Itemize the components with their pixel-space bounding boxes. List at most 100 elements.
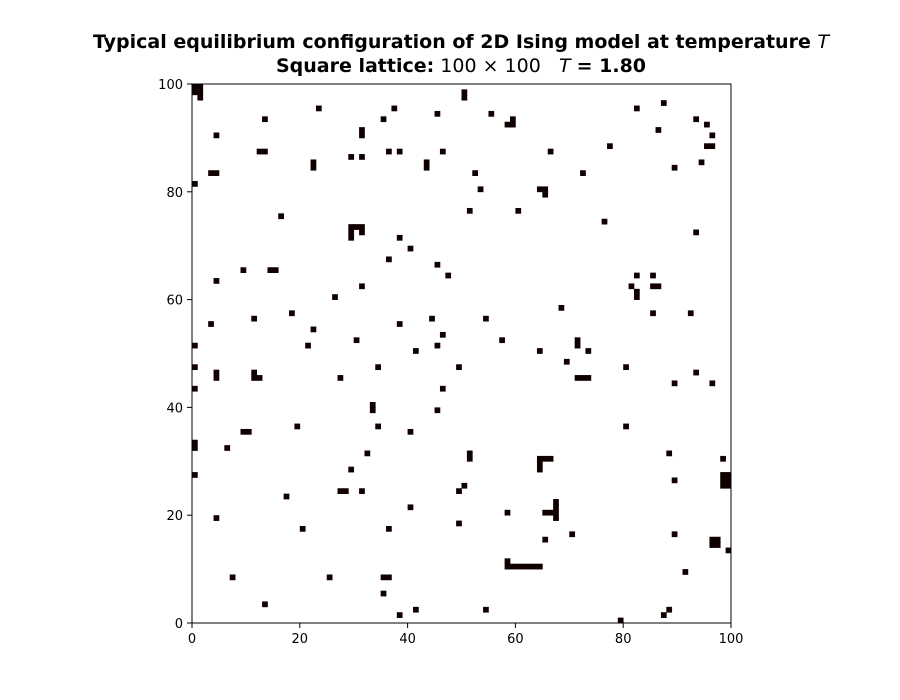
down-spin-cell — [682, 569, 689, 575]
down-spin-cell — [499, 337, 505, 344]
down-spin-cell — [192, 342, 198, 349]
down-spin-cell — [580, 375, 586, 381]
down-spin-cell — [720, 477, 726, 484]
x-tick-label: 20 — [292, 632, 309, 647]
down-spin-cell — [353, 224, 360, 230]
down-spin-cell — [251, 369, 258, 376]
down-spin-cell — [396, 234, 403, 241]
down-spin-cell — [192, 89, 198, 96]
down-spin-cell — [687, 310, 694, 317]
down-spin-cell — [542, 186, 549, 193]
down-spin-cell — [617, 617, 624, 624]
y-tick-label: 20 — [166, 509, 183, 524]
down-spin-cell — [245, 428, 252, 435]
down-spin-cell — [704, 143, 710, 150]
down-spin-cell — [542, 191, 549, 198]
down-spin-cell — [192, 364, 198, 371]
down-spin-cell — [192, 385, 198, 392]
down-spin-cell — [483, 315, 489, 322]
down-spin-cell — [515, 563, 522, 570]
down-spin-cell — [536, 466, 543, 473]
down-spin-cell — [542, 509, 549, 516]
down-spin-cell — [623, 364, 629, 371]
down-spin-cell — [693, 369, 700, 376]
subtitle-temp-value: = 1.80 — [576, 55, 647, 77]
down-spin-cell — [213, 515, 220, 521]
down-spin-cell — [466, 450, 473, 457]
down-spin-cell — [256, 148, 263, 155]
down-spin-cell — [213, 375, 220, 381]
down-spin-cell — [380, 574, 387, 581]
down-spin-cell — [547, 455, 554, 462]
down-spin-cell — [439, 385, 446, 392]
down-spin-cell — [272, 267, 279, 273]
down-spin-cell — [256, 375, 263, 381]
down-spin-cell — [429, 315, 435, 322]
down-spin-cell — [655, 127, 662, 133]
down-spin-cell — [208, 321, 214, 327]
x-tick-label: 60 — [507, 632, 524, 647]
down-spin-cell — [192, 84, 198, 90]
down-spin-cell — [698, 159, 705, 166]
down-spin-cell — [326, 574, 333, 581]
y-tick-label: 80 — [166, 186, 183, 201]
chart-title-symbol: T — [817, 31, 830, 53]
x-tick-label: 40 — [399, 632, 416, 647]
down-spin-cell — [569, 531, 576, 538]
down-spin-cell — [553, 504, 559, 511]
down-spin-cell — [650, 272, 656, 279]
down-spin-cell — [294, 423, 301, 430]
down-spin-cell — [655, 283, 662, 290]
down-spin-cell — [725, 547, 732, 554]
down-spin-cell — [536, 461, 543, 468]
down-spin-cell — [709, 143, 716, 150]
down-spin-cell — [725, 477, 732, 484]
down-spin-cell — [348, 234, 355, 241]
down-spin-cell — [526, 563, 532, 570]
down-spin-cell — [315, 105, 322, 112]
down-spin-cell — [386, 574, 392, 581]
down-spin-cell — [515, 207, 522, 214]
y-tick-label: 40 — [166, 401, 183, 416]
down-spin-cell — [305, 342, 311, 349]
down-spin-cell — [461, 94, 468, 101]
down-spin-cell — [488, 110, 495, 117]
down-spin-cell — [709, 542, 716, 548]
down-spin-cell — [671, 531, 678, 538]
down-spin-cell — [396, 148, 403, 155]
down-spin-cell — [628, 283, 635, 290]
down-spin-cell — [466, 455, 473, 462]
down-spin-cell — [666, 450, 673, 457]
down-spin-cell — [213, 278, 220, 284]
down-spin-cell — [720, 455, 726, 462]
down-spin-cell — [412, 606, 419, 613]
down-spin-cell — [456, 364, 462, 371]
down-spin-cell — [553, 499, 559, 505]
down-spin-cell — [434, 342, 441, 349]
down-spin-cell — [714, 542, 721, 548]
down-spin-cell — [240, 267, 247, 273]
down-spin-cell — [364, 450, 371, 457]
down-spin-cell — [423, 159, 430, 166]
down-spin-cell — [574, 337, 581, 344]
down-spin-cell — [461, 89, 468, 96]
down-spin-cell — [536, 563, 543, 570]
down-spin-cell — [192, 439, 198, 446]
down-spin-cell — [396, 612, 403, 618]
down-spin-cell — [504, 558, 511, 565]
down-spin-cell — [580, 170, 586, 176]
down-spin-cell — [380, 590, 387, 597]
down-spin-cell — [369, 402, 376, 408]
down-spin-cell — [461, 482, 468, 489]
down-spin-cell — [553, 509, 559, 516]
chart-title: Typical equilibrium configuration of 2D … — [0, 30, 900, 54]
down-spin-cell — [531, 563, 538, 570]
down-spin-cell — [380, 116, 387, 123]
down-spin-cell — [386, 525, 392, 532]
y-axis-ticks: 0 20 40 60 80 100 — [158, 78, 192, 632]
down-spin-cell — [650, 310, 656, 317]
down-spin-cell — [213, 132, 220, 139]
down-spin-cell — [192, 472, 198, 478]
down-spin-cell — [407, 504, 414, 511]
